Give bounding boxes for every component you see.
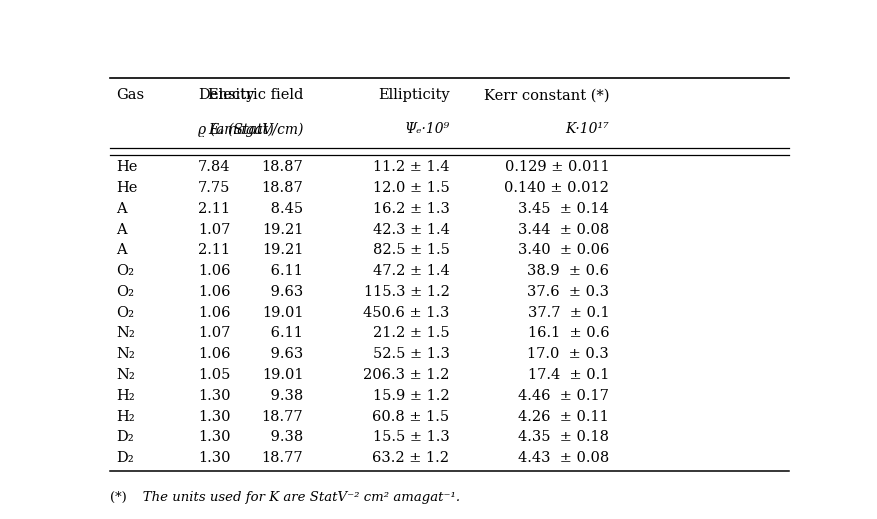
Text: 9.63: 9.63: [266, 347, 303, 361]
Text: D₂: D₂: [117, 430, 134, 444]
Text: Electric field: Electric field: [208, 88, 303, 102]
Text: H₂: H₂: [117, 409, 135, 424]
Text: 17.0  ± 0.3: 17.0 ± 0.3: [527, 347, 610, 361]
Text: 18.87: 18.87: [261, 181, 303, 195]
Text: 15.5 ± 1.3: 15.5 ± 1.3: [373, 430, 450, 444]
Text: 19.01: 19.01: [262, 306, 303, 320]
Text: 19.01: 19.01: [262, 368, 303, 382]
Text: 60.8 ± 1.5: 60.8 ± 1.5: [373, 409, 450, 424]
Text: 19.21: 19.21: [262, 243, 303, 257]
Text: 7.84: 7.84: [198, 160, 231, 174]
Text: 3.44  ± 0.08: 3.44 ± 0.08: [518, 223, 610, 237]
Text: He: He: [117, 160, 138, 174]
Text: 115.3 ± 1.2: 115.3 ± 1.2: [364, 285, 450, 299]
Text: 1.07: 1.07: [198, 326, 231, 340]
Text: 17.4  ± 0.1: 17.4 ± 0.1: [528, 368, 610, 382]
Text: Ψₑ·10⁹: Ψₑ·10⁹: [404, 122, 450, 136]
Text: Kerr constant (*): Kerr constant (*): [484, 88, 610, 102]
Text: 9.38: 9.38: [266, 430, 303, 444]
Text: 1.06: 1.06: [198, 347, 231, 361]
Text: 19.21: 19.21: [262, 223, 303, 237]
Text: 1.30: 1.30: [198, 389, 231, 403]
Text: 450.6 ± 1.3: 450.6 ± 1.3: [363, 306, 450, 320]
Text: 18.77: 18.77: [261, 409, 303, 424]
Text: 2.11: 2.11: [198, 243, 230, 257]
Text: N₂: N₂: [117, 368, 135, 382]
Text: 9.63: 9.63: [266, 285, 303, 299]
Text: The units used for K are StatV⁻² cm² amagat⁻¹.: The units used for K are StatV⁻² cm² ama…: [130, 491, 460, 504]
Text: O₂: O₂: [117, 306, 134, 320]
Text: 63.2 ± 1.2: 63.2 ± 1.2: [373, 451, 450, 465]
Text: 9.38: 9.38: [266, 389, 303, 403]
Text: 4.35  ± 0.18: 4.35 ± 0.18: [518, 430, 610, 444]
Text: 37.7  ± 0.1: 37.7 ± 0.1: [528, 306, 610, 320]
Text: 16.2 ± 1.3: 16.2 ± 1.3: [373, 202, 450, 216]
Text: (*): (*): [110, 491, 126, 504]
Text: N₂: N₂: [117, 326, 135, 340]
Text: H₂: H₂: [117, 389, 135, 403]
Text: 0.129 ± 0.011: 0.129 ± 0.011: [504, 160, 610, 174]
Text: 1.07: 1.07: [198, 223, 231, 237]
Text: Density: Density: [198, 88, 254, 102]
Text: 7.75: 7.75: [198, 181, 231, 195]
Text: 2.11: 2.11: [198, 202, 230, 216]
Text: 1.30: 1.30: [198, 409, 231, 424]
Text: He: He: [117, 181, 138, 195]
Text: 4.43  ± 0.08: 4.43 ± 0.08: [518, 451, 610, 465]
Text: 1.05: 1.05: [198, 368, 231, 382]
Text: 82.5 ± 1.5: 82.5 ± 1.5: [373, 243, 450, 257]
Text: Gas: Gas: [117, 88, 145, 102]
Text: 42.3 ± 1.4: 42.3 ± 1.4: [373, 223, 450, 237]
Text: 37.6  ± 0.3: 37.6 ± 0.3: [527, 285, 610, 299]
Text: 52.5 ± 1.3: 52.5 ± 1.3: [373, 347, 450, 361]
Text: 3.45  ± 0.14: 3.45 ± 0.14: [518, 202, 610, 216]
Text: O₂: O₂: [117, 285, 134, 299]
Text: 1.06: 1.06: [198, 306, 231, 320]
Text: 1.06: 1.06: [198, 285, 231, 299]
Text: 12.0 ± 1.5: 12.0 ± 1.5: [373, 181, 450, 195]
Text: 38.9  ± 0.6: 38.9 ± 0.6: [527, 264, 610, 278]
Text: 8.45: 8.45: [267, 202, 303, 216]
Text: 18.87: 18.87: [261, 160, 303, 174]
Text: N₂: N₂: [117, 347, 135, 361]
Text: 206.3 ± 1.2: 206.3 ± 1.2: [363, 368, 450, 382]
Text: E₀ (StatV/cm): E₀ (StatV/cm): [208, 122, 303, 136]
Text: 47.2 ± 1.4: 47.2 ± 1.4: [373, 264, 450, 278]
Text: 1.30: 1.30: [198, 430, 231, 444]
Text: 15.9 ± 1.2: 15.9 ± 1.2: [373, 389, 450, 403]
Text: 0.140 ± 0.012: 0.140 ± 0.012: [504, 181, 610, 195]
Text: 6.11: 6.11: [267, 326, 303, 340]
Text: O₂: O₂: [117, 264, 134, 278]
Text: ϱ (amagat): ϱ (amagat): [198, 122, 274, 136]
Text: A: A: [117, 223, 127, 237]
Text: 1.06: 1.06: [198, 264, 231, 278]
Text: K·10¹⁷: K·10¹⁷: [566, 122, 610, 136]
Text: 3.40  ± 0.06: 3.40 ± 0.06: [517, 243, 610, 257]
Text: 11.2 ± 1.4: 11.2 ± 1.4: [373, 160, 450, 174]
Text: 4.26  ± 0.11: 4.26 ± 0.11: [518, 409, 610, 424]
Text: 16.1  ± 0.6: 16.1 ± 0.6: [528, 326, 610, 340]
Text: 18.77: 18.77: [261, 451, 303, 465]
Text: A: A: [117, 243, 127, 257]
Text: D₂: D₂: [117, 451, 134, 465]
Text: A: A: [117, 202, 127, 216]
Text: 4.46  ± 0.17: 4.46 ± 0.17: [518, 389, 610, 403]
Text: 6.11: 6.11: [267, 264, 303, 278]
Text: 1.30: 1.30: [198, 451, 231, 465]
Text: 21.2 ± 1.5: 21.2 ± 1.5: [373, 326, 450, 340]
Text: Ellipticity: Ellipticity: [378, 88, 450, 102]
